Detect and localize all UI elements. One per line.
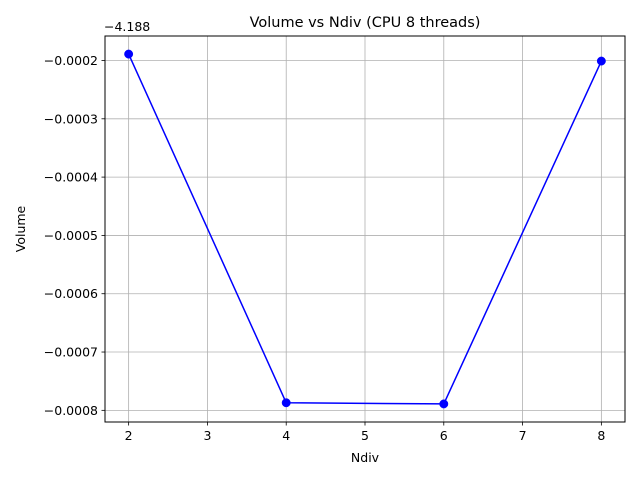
series-layer xyxy=(124,49,606,409)
y-offset-label: −4.188 xyxy=(104,19,150,34)
tick-layer: 2 3 4 5 6 7 8 −0.0002 −0.0003 −0.0004 −0.0005 −0.00… xyxy=(44,53,606,443)
series-line-volume xyxy=(127,53,603,405)
chart-title: Volume vs Ndiv (CPU 8 threads) xyxy=(250,15,481,31)
y-tick-label: −0.0003 xyxy=(44,111,98,126)
y-tick-label: −0.0005 xyxy=(44,228,98,243)
x-tick-label: 2 xyxy=(125,428,133,443)
x-tick-label: 4 xyxy=(282,428,290,443)
y-tick-label: −0.0004 xyxy=(44,170,98,185)
y-axis-label: Volume xyxy=(13,205,28,252)
data-point xyxy=(439,399,449,409)
data-point xyxy=(281,398,291,408)
x-tick-label: 8 xyxy=(597,428,605,443)
grid-layer xyxy=(105,36,625,422)
x-axis-label: Ndiv xyxy=(351,450,380,465)
x-tick-label: 5 xyxy=(361,428,369,443)
y-tick-label: −0.0007 xyxy=(44,345,98,360)
data-point xyxy=(124,49,134,59)
x-tick-label: 3 xyxy=(203,428,211,443)
x-tick-label: 7 xyxy=(519,428,527,443)
x-tick-label: 6 xyxy=(440,428,448,443)
y-tick-label: −0.0008 xyxy=(44,403,98,418)
data-point xyxy=(596,56,606,66)
y-tick-label: −0.0006 xyxy=(44,286,98,301)
y-tick-label: −0.0002 xyxy=(44,53,98,68)
